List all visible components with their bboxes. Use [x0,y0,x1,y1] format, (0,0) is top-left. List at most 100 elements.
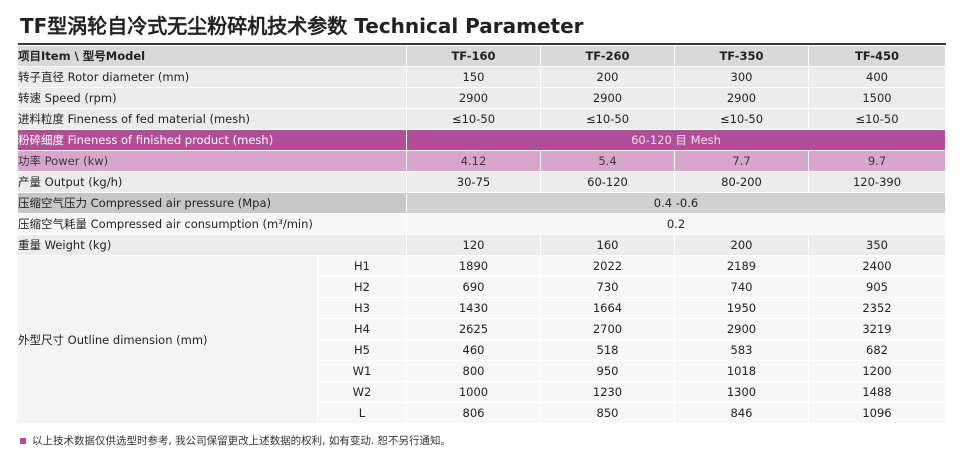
cell-value: 1500 [809,88,946,109]
merged-value: 0.4 -0.6 [407,193,946,214]
cell-value: 690 [407,277,541,298]
table-row-dim: W2 1000 1230 1300 1488 [18,382,946,403]
cell-value: 2900 [541,88,675,109]
model-header: TF-350 [675,46,809,67]
cell-value: 200 [675,235,809,256]
merged-value: 60-120 目 Mesh [407,130,946,151]
outline-label: 外型尺寸 Outline dimension (mm) [18,256,318,424]
cell-value: 2189 [675,256,809,277]
table-row-dim: H3 1430 1664 1950 2352 [18,298,946,319]
table-row-dim: H2 690 730 740 905 [18,277,946,298]
row-label: 转速 Speed (rpm) [18,88,407,109]
cell-value: 350 [809,235,946,256]
cell-value: 400 [809,67,946,88]
cell-value: 5.4 [541,151,675,172]
cell-value: 120 [407,235,541,256]
cell-value: 950 [541,361,675,382]
table-row: 转子直径 Rotor diameter (mm) 150 200 300 400 [18,67,946,88]
cell-value: 2352 [809,298,946,319]
table-row-dim: 外型尺寸 Outline dimension (mm) H1 1890 2022… [18,256,946,424]
header-label: 项目Item \ 型号Model [18,46,407,67]
row-label: 功率 Power (kw) [18,151,407,172]
cell-value: 1096 [809,403,946,424]
table-row: 压缩空气耗量 Compressed air consumption (m³/mi… [18,214,946,235]
cell-value: ≤10-50 [809,109,946,130]
cell-value: 2900 [407,88,541,109]
header-row: 项目Item \ 型号Model TF-160 TF-260 TF-350 TF… [18,46,946,67]
cell-value: 9.7 [809,151,946,172]
table-row: 压缩空气压力 Compressed air pressure (Mpa) 0.4… [18,193,946,214]
cell-value: 800 [407,361,541,382]
cell-value: 1018 [675,361,809,382]
dim-code: W1 [318,361,407,382]
table-row-highlight: 功率 Power (kw) 4.12 5.4 7.7 9.7 [18,151,946,172]
table-row-dim: H5 460 518 583 682 [18,340,946,361]
table-row: 转速 Speed (rpm) 2900 2900 2900 1500 [18,88,946,109]
dim-code: W2 [318,382,407,403]
cell-value: 850 [541,403,675,424]
cell-value: 200 [541,67,675,88]
cell-value: 30-75 [407,172,541,193]
cell-value: ≤10-50 [541,109,675,130]
page-title: TF型涡轮自冷式无尘粉碎机技术参数 Technical Parameter [20,14,584,38]
cell-value: 1890 [407,256,541,277]
row-label: 进料粒度 Fineness of fed material (mesh) [18,109,407,130]
row-label: 压缩空气耗量 Compressed air consumption (m³/mi… [18,214,407,235]
cell-value: 583 [675,340,809,361]
dim-code: H5 [318,340,407,361]
dim-code: H1 [318,256,407,277]
cell-value: 730 [541,277,675,298]
cell-value: 1000 [407,382,541,403]
row-label: 转子直径 Rotor diameter (mm) [18,67,407,88]
row-label: 压缩空气压力 Compressed air pressure (Mpa) [18,193,407,214]
cell-value: 3219 [809,319,946,340]
cell-value: 1200 [809,361,946,382]
spec-table: 项目Item \ 型号Model TF-160 TF-260 TF-350 TF… [18,46,946,424]
cell-value: ≤10-50 [675,109,809,130]
cell-value: 2900 [675,88,809,109]
model-header: TF-450 [809,46,946,67]
dim-code: L [318,403,407,424]
cell-value: 1300 [675,382,809,403]
footnote-text: 以上技术数据仅供选型时参考, 我公司保留更改上述数据的权利, 如有变动. 恕不另… [32,435,452,447]
table-row-dim: W1 800 950 1018 1200 [18,361,946,382]
row-label: 产量 Output (kg/h) [18,172,407,193]
cell-value: 518 [541,340,675,361]
cell-value: 2900 [675,319,809,340]
cell-value: 7.7 [675,151,809,172]
dim-code: H2 [318,277,407,298]
model-header: TF-160 [407,46,541,67]
cell-value: 120-390 [809,172,946,193]
table-row-highlight: 粉碎细度 Fineness of finished product (mesh)… [18,130,946,151]
cell-value: 150 [407,67,541,88]
cell-value: 1488 [809,382,946,403]
cell-value: 160 [541,235,675,256]
table-row: 产量 Output (kg/h) 30-75 60-120 80-200 120… [18,172,946,193]
cell-value: 740 [675,277,809,298]
cell-value: 2022 [541,256,675,277]
row-label: 重量 Weight (kg) [18,235,407,256]
title-divider [18,43,946,45]
table-row-dim: H4 2625 2700 2900 3219 [18,319,946,340]
cell-value: 2700 [541,319,675,340]
cell-value: 2625 [407,319,541,340]
cell-value: 682 [809,340,946,361]
cell-value: ≤10-50 [407,109,541,130]
cell-value: 1664 [541,298,675,319]
dim-code: H3 [318,298,407,319]
cell-value: 1230 [541,382,675,403]
cell-value: 60-120 [541,172,675,193]
cell-value: 80-200 [675,172,809,193]
table-row: 重量 Weight (kg) 120 160 200 350 [18,235,946,256]
cell-value: 1950 [675,298,809,319]
cell-value: 460 [407,340,541,361]
table-row-dim: L 806 850 846 1096 [18,403,946,424]
cell-value: 300 [675,67,809,88]
cell-value: 806 [407,403,541,424]
row-label: 粉碎细度 Fineness of finished product (mesh) [18,130,407,151]
cell-value: 4.12 [407,151,541,172]
dim-code: H4 [318,319,407,340]
cell-value: 846 [675,403,809,424]
table-row: 进料粒度 Fineness of fed material (mesh) ≤10… [18,109,946,130]
model-header: TF-260 [541,46,675,67]
